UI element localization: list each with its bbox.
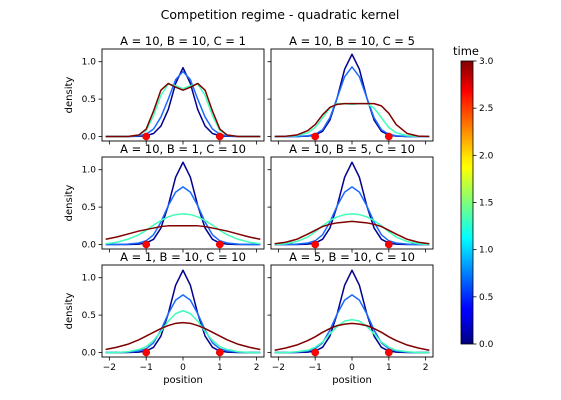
panel-title: A = 5, B = 10, C = 10 [289, 250, 415, 264]
y-tick-label: 1.0 [82, 166, 97, 176]
colorbar-tick-label: 1.0 [479, 246, 494, 256]
position-marker [142, 240, 151, 249]
colorbar: time 0.0 0.5 1.0 1.5 2.0 2.5 3.0 [453, 44, 494, 350]
x-tick-label: 1 [217, 363, 223, 373]
y-tick-label: 1.0 [82, 274, 97, 284]
position-marker [215, 132, 224, 141]
panel-6: A = 5, B = 10, C = 10 −2 −1 0 1 2 position [267, 250, 434, 386]
density-line-t0 [274, 269, 430, 354]
density-line-t1 [105, 213, 261, 245]
panel-title: A = 10, B = 10, C = 1 [120, 34, 246, 48]
position-marker [384, 240, 393, 249]
colorbar-tick-label: 2.5 [479, 104, 493, 114]
position-marker [142, 132, 151, 141]
density-line-t1 [105, 83, 261, 138]
panel-1: A = 10, B = 10, C = 1 0.0 0.5 1.0 density [64, 34, 265, 145]
colorbar-tick-label: 1.5 [479, 199, 493, 209]
y-tick-label: 0.5 [82, 95, 96, 105]
panel-title: A = 1, B = 10, C = 10 [120, 250, 246, 264]
colorbar-tick-label: 3.0 [479, 57, 494, 67]
density-line-t0 [274, 161, 430, 246]
density-line-t0 [105, 66, 261, 138]
colorbar-tick-label: 0.0 [479, 340, 494, 350]
y-tick-label: 0.0 [82, 133, 97, 143]
y-axis-label: density [64, 77, 75, 114]
density-line-t3 [274, 322, 430, 352]
y-axis-label: density [64, 185, 75, 222]
panel-title: A = 10, B = 10, C = 5 [289, 34, 415, 48]
density-line-t0_5 [105, 186, 261, 246]
position-marker [311, 348, 320, 357]
axes-frame [270, 48, 434, 142]
colorbar-gradient [460, 60, 474, 345]
y-axis-label: density [64, 293, 75, 330]
panel-title: A = 10, B = 5, C = 10 [289, 142, 415, 156]
density-line-t3 [274, 102, 430, 138]
colorbar-ticks: 0.0 0.5 1.0 1.5 2.0 2.5 3.0 [473, 57, 494, 350]
figure-title: Competition regime - quadratic kernel [161, 7, 400, 22]
x-axis-label: position [163, 375, 203, 386]
x-tick-label: −2 [103, 363, 116, 373]
density-line-t0 [105, 269, 261, 354]
axes-frame [270, 264, 434, 358]
density-line-t3 [274, 220, 430, 245]
density-line-t0 [105, 161, 261, 246]
x-tick-label: −1 [309, 363, 322, 373]
panel-title: A = 10, B = 1, C = 10 [120, 142, 246, 156]
x-tick-label: 0 [180, 363, 186, 373]
position-marker [384, 348, 393, 357]
position-marker [215, 240, 224, 249]
position-marker [311, 132, 320, 141]
axes-frame [101, 48, 265, 142]
density-line-t1 [105, 309, 261, 354]
x-tick-label: 0 [349, 363, 355, 373]
panel-3: A = 10, B = 1, C = 10 0.0 0.5 1.0 density [64, 142, 265, 253]
y-tick-label: 0.5 [82, 203, 96, 213]
panel-2: A = 10, B = 10, C = 5 [267, 34, 434, 145]
density-line-t1 [274, 102, 430, 138]
colorbar-tick-label: 2.0 [479, 151, 494, 161]
colorbar-tick-label: 0.5 [479, 293, 493, 303]
position-marker [311, 240, 320, 249]
colorbar-label: time [453, 44, 479, 58]
x-tick-label: −1 [140, 363, 153, 373]
density-line-t0_5 [274, 186, 430, 246]
y-tick-label: 0.0 [82, 241, 97, 251]
x-tick-label: −2 [272, 363, 285, 373]
density-line-t0_5 [274, 66, 430, 138]
x-axis-label: position [332, 375, 372, 386]
axes-frame [270, 156, 434, 250]
x-tick-label: 2 [423, 363, 429, 373]
density-line-t3 [105, 225, 261, 241]
position-marker [142, 348, 151, 357]
position-marker [384, 132, 393, 141]
density-line-t0_5 [105, 294, 261, 354]
y-tick-label: 0.0 [82, 349, 97, 359]
density-line-t1 [274, 213, 430, 246]
y-tick-label: 1.0 [82, 58, 97, 68]
density-line-t3 [105, 321, 261, 351]
y-tick-label: 0.5 [82, 311, 96, 321]
density-line-t0_5 [105, 70, 261, 138]
position-marker [215, 348, 224, 357]
density-line-t1 [274, 318, 430, 354]
x-tick-label: 2 [254, 363, 260, 373]
panel-4: A = 10, B = 5, C = 10 [267, 142, 434, 253]
panel-5: A = 1, B = 10, C = 10 0.0 0.5 1.0 −2 −1 0 1 2 den… [64, 250, 265, 386]
density-line-t3 [105, 82, 261, 138]
x-tick-label: 1 [386, 363, 392, 373]
